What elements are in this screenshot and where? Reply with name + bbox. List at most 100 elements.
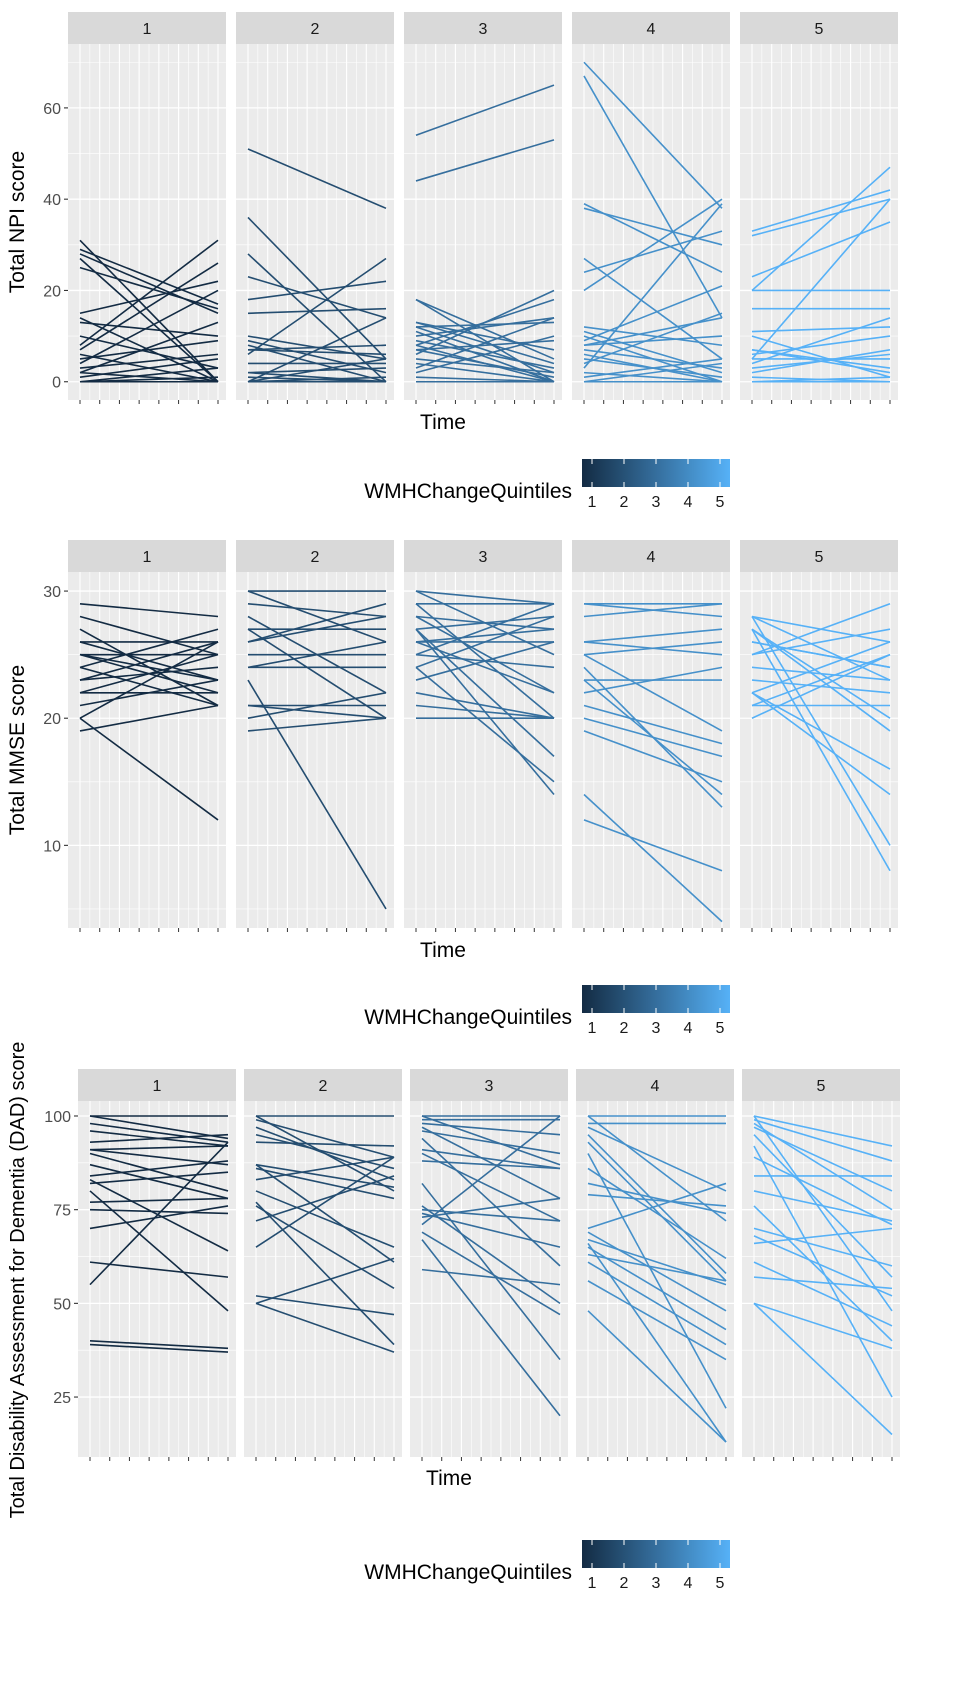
subject-line (421, 1160, 561, 1170)
subject-line (421, 1205, 561, 1305)
facet-strip-label: 4 (647, 21, 656, 38)
subject-line (79, 641, 219, 681)
subject-line (415, 590, 555, 605)
facet-strip (572, 540, 730, 572)
subject-line (79, 717, 219, 821)
panel-background (740, 572, 898, 928)
subject-line (247, 704, 387, 720)
subject-line (255, 1156, 395, 1181)
subject-line (421, 1239, 561, 1417)
facet-panel-4: 4 (576, 1069, 734, 1461)
subject-line (583, 358, 723, 378)
subject-line (415, 84, 555, 137)
subject-line (415, 615, 555, 669)
chart-2: 10 20 30 1 2 3 4 5 Time Total MMSE score WMHChange… (6, 540, 898, 1037)
subject-line (583, 285, 723, 342)
subject-line (79, 280, 219, 315)
subject-line (415, 289, 555, 356)
subject-line (753, 1118, 893, 1162)
facet-strip (68, 12, 226, 44)
facet-panel-2: 2 (244, 1069, 402, 1461)
legend-tick-label: 2 (620, 1575, 629, 1592)
subject-line (751, 615, 891, 681)
subject-line (247, 307, 387, 315)
facet-strip (576, 1069, 734, 1101)
subject-line (415, 298, 555, 383)
subject-line (89, 1178, 229, 1252)
subject-line (753, 1276, 893, 1290)
subject-line (583, 198, 723, 292)
subject-line (583, 679, 723, 796)
subject-line (583, 203, 723, 369)
subject-line (247, 615, 387, 643)
facet-panel-2: 2 (236, 12, 394, 404)
subject-line (79, 248, 219, 305)
subject-line (255, 1126, 395, 1181)
facet-panel-1: 1 (78, 1069, 236, 1461)
subject-line (415, 298, 555, 360)
legend-tick-label: 3 (652, 1020, 661, 1037)
subject-line (255, 1201, 395, 1346)
facet-strip (404, 540, 562, 572)
subject-line (421, 1208, 561, 1222)
subject-line (79, 358, 219, 378)
subject-line (255, 1164, 395, 1263)
subject-line (587, 1193, 727, 1207)
subject-line (753, 1227, 893, 1245)
y-tick-label: 20 (43, 283, 61, 300)
subject-line (421, 1148, 561, 1170)
y-tick-label: 60 (43, 101, 61, 118)
subject-line (415, 358, 555, 374)
x-axis-title: Time (420, 411, 466, 434)
subject-line (583, 666, 723, 694)
subject-line (89, 1261, 229, 1278)
subject-line (247, 276, 387, 319)
panel-background (404, 572, 562, 928)
facet-strip-label: 4 (651, 1078, 660, 1095)
subject-line (79, 367, 219, 383)
subject-line (247, 717, 387, 732)
facet-panel-5: 5 (740, 540, 898, 932)
subject-line (753, 1156, 893, 1226)
subject-line (753, 1205, 893, 1342)
subject-line (753, 1115, 893, 1147)
facet-panel-4: 4 (572, 540, 730, 932)
subject-line (89, 1160, 229, 1177)
subject-line (753, 1145, 893, 1398)
subject-line (89, 1340, 229, 1350)
subject-line (587, 1141, 727, 1282)
facet-strip-label: 1 (143, 549, 152, 566)
subject-line (587, 1182, 727, 1215)
subject-line (415, 349, 555, 378)
y-axis-title: Total MMSE score (6, 665, 29, 835)
subject-line (247, 602, 387, 618)
subject-line (255, 1133, 395, 1170)
subject-line (415, 641, 555, 681)
subject-line (753, 1115, 893, 1312)
subject-line (79, 602, 219, 618)
subject-line (247, 257, 387, 356)
subject-line (421, 1212, 561, 1248)
subject-line (751, 221, 891, 278)
y-axis-title: Total Disability Assessment for Dementia… (7, 1042, 29, 1519)
facet-strip (78, 1069, 236, 1101)
y-tick-label: 10 (43, 838, 61, 855)
facet-strip (740, 12, 898, 44)
subject-line (247, 628, 387, 719)
subject-line (89, 1197, 229, 1203)
subject-line (255, 1175, 395, 1222)
facet-strip (572, 12, 730, 44)
subject-line (587, 1182, 727, 1230)
legend-tick-label: 3 (652, 1575, 661, 1592)
subject-line (751, 335, 891, 378)
legend-tick-label: 4 (684, 1020, 693, 1037)
subject-line (751, 335, 891, 356)
legend-tick-label: 1 (588, 1020, 597, 1037)
subject-line (753, 1261, 893, 1327)
subject-line (587, 1246, 727, 1331)
subject-line (583, 641, 723, 656)
subject-line (751, 317, 891, 365)
legend-title: WMHChangeQuintiles (364, 480, 572, 503)
subject-line (583, 61, 723, 209)
